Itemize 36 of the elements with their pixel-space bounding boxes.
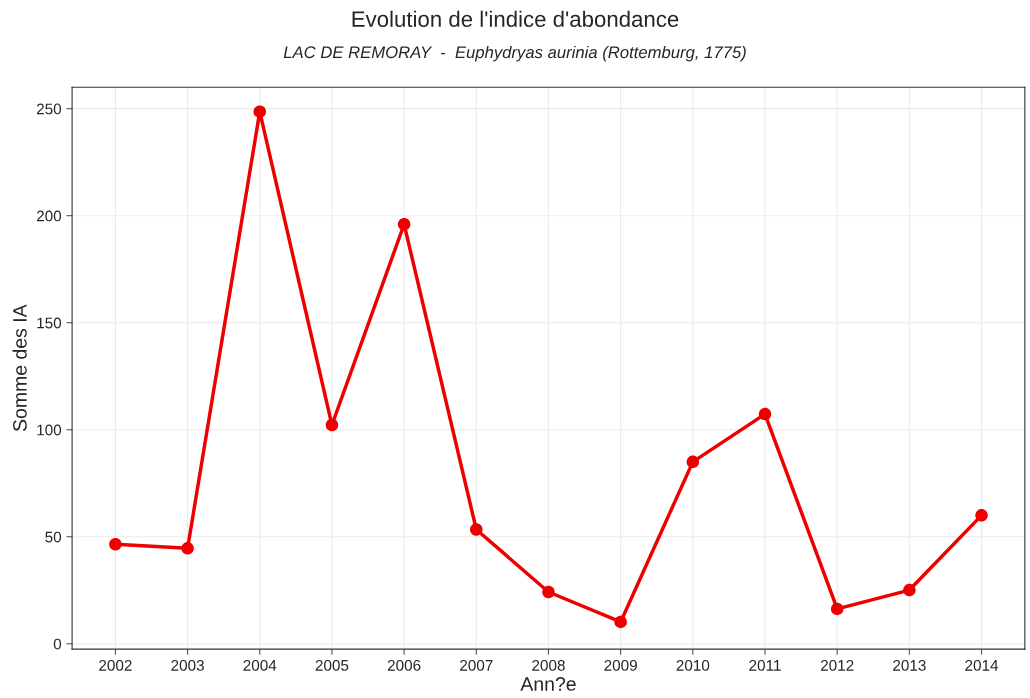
x-tick-label: 2014 <box>965 659 999 671</box>
y-tick-label: 0 <box>53 638 62 650</box>
y-axis-title: Somme des IA <box>12 304 27 432</box>
y-tick-label: 50 <box>45 531 62 543</box>
point <box>903 583 916 597</box>
point <box>614 615 627 629</box>
x-tick-label: 2005 <box>315 659 349 671</box>
x-tick-label: 2008 <box>532 659 565 671</box>
x-tick-label: 2012 <box>820 659 854 671</box>
point <box>397 217 411 231</box>
chart-title: Evolution de l'indice d'abondance <box>352 10 679 28</box>
y-tick-label: 150 <box>37 317 62 329</box>
y-tick-label: 250 <box>36 103 62 115</box>
y-tick-label: 100 <box>37 424 62 436</box>
x-tick-label: 2011 <box>749 659 781 671</box>
point <box>975 509 988 522</box>
point <box>109 538 122 551</box>
x-tick-label: 2010 <box>676 659 710 671</box>
point <box>758 407 772 421</box>
point <box>470 523 483 536</box>
point <box>830 602 844 616</box>
point <box>253 105 267 118</box>
x-tick-label: 2004 <box>243 659 277 671</box>
x-tick-label: 2013 <box>893 659 926 671</box>
x-tick-label: 2007 <box>460 659 493 671</box>
x-tick-label: 2009 <box>604 659 637 671</box>
x-axis-title: Ann?e <box>520 677 576 691</box>
x-tick-label: 2002 <box>99 659 132 671</box>
y-tick-label: 200 <box>36 210 62 222</box>
point <box>686 455 700 469</box>
point <box>325 418 339 432</box>
x-tick-label: 2003 <box>171 659 204 671</box>
point <box>181 542 194 555</box>
chart-subtitle: LAC DE REMORAY - Euphydryas aurinia (Rottemburg, 1775) <box>283 45 746 62</box>
x-tick-label: 2006 <box>387 659 421 671</box>
point <box>542 585 555 599</box>
